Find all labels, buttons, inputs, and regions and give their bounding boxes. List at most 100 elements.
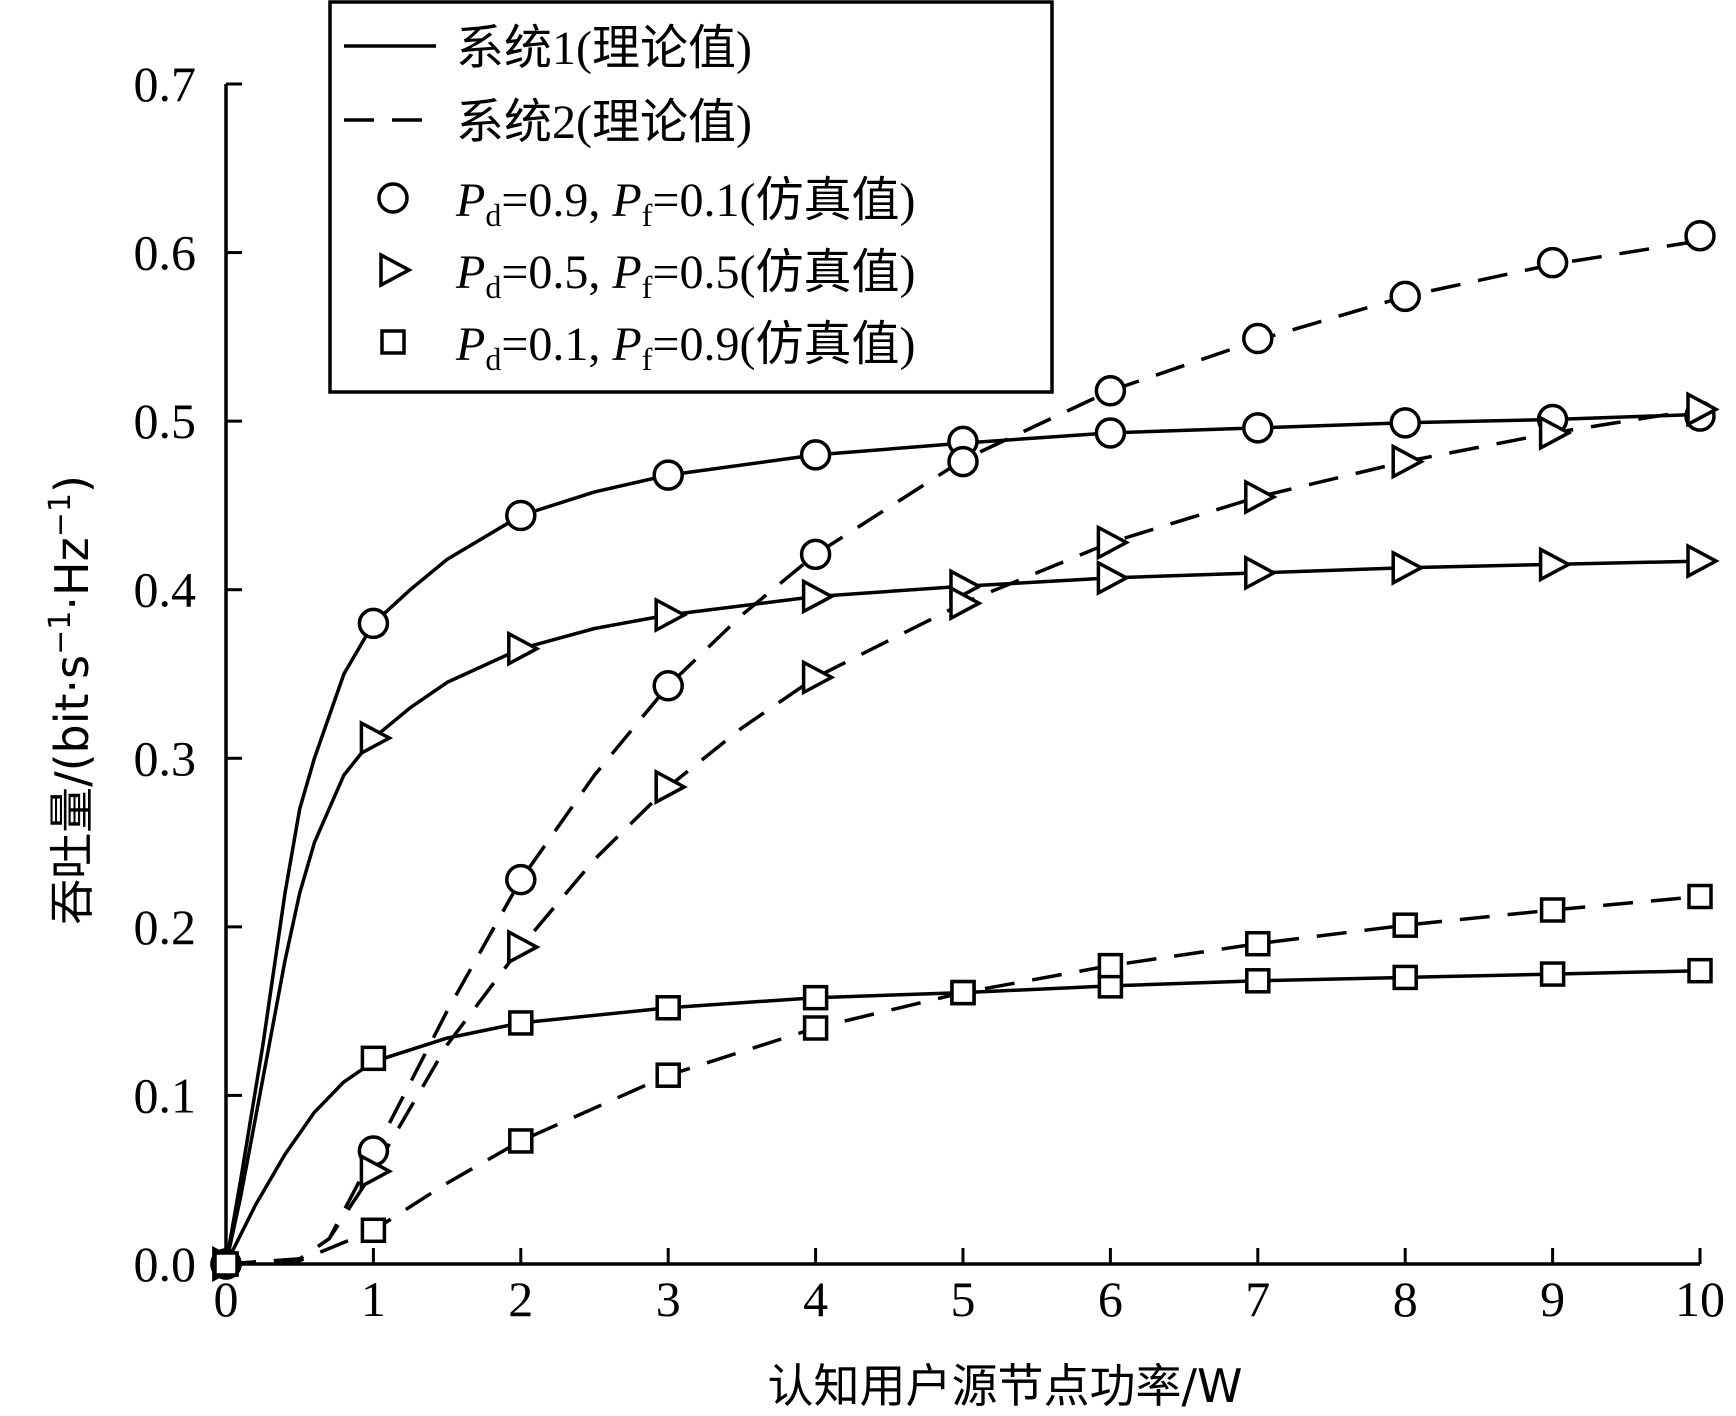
legend-pf-value: =0.5(仿真值) [652,246,915,299]
data-point-system1-square [1392,964,1418,991]
data-point-system2-triangle [1391,443,1425,480]
data-point-system2-triangle [1686,391,1720,428]
legend-pd-value: =0.5, [501,246,612,299]
y-axis-title-prefix: 吞吐量/(bit·s [45,655,99,925]
data-point-system1-square [802,984,829,1011]
series-line-system1-square [224,968,1701,1265]
y-axis-title-exp2: −1 [43,493,78,537]
series-line-system2-square [225,894,1701,1266]
data-point-system1-circle [1389,407,1421,439]
legend-p-symbol: P [455,318,485,371]
x-tick-label: 1 [361,1271,386,1327]
x-tick-label: 10 [1675,1271,1725,1327]
data-point-system1-square [1687,957,1713,984]
y-tick-label: 0.5 [134,393,197,449]
data-point-system2-circle [1242,322,1274,355]
y-tick-label: 0.0 [134,1236,197,1292]
x-tick-label: 2 [508,1271,533,1327]
data-point-system2-square [655,1062,681,1088]
data-point-system1-circle [652,459,684,491]
data-point-system2-square [1687,883,1713,910]
data-point-system1-triangle [1244,554,1278,591]
y-axis-title-exp1: −1 [43,611,78,655]
data-point-system1-circle [1242,412,1274,444]
legend-marker-square [380,329,406,355]
legend-subscript-d: d [485,269,501,305]
legend-subscript-f: f [642,197,653,233]
data-point-system2-circle [799,538,832,571]
data-point-system2-triangle [801,659,836,696]
data-point-system2-triangle [654,769,688,805]
legend-box [328,0,1054,394]
data-point-system2-triangle [359,1153,394,1190]
series-markers [210,219,1720,1282]
axes: 0 1 2 3 4 5 6 7 8 9 10 0.0 0.1 0.2 0.3 0.4 0.5 0.6 0.7 [134,56,1726,1327]
data-point-system2-triangle [1538,415,1573,451]
legend-pd-value: =0.9, [501,174,612,227]
data-point-system2-triangle [1096,524,1131,561]
legend-label: Pd=0.1, Pf=0.9(仿真值) [455,318,915,377]
legend-label: 系统1(理论值) [456,22,752,75]
legend-pf-value: =0.1(仿真值) [652,174,915,227]
x-tick-label: 4 [803,1271,828,1327]
data-point-system2-square [360,1217,387,1244]
legend-p-symbol: P [611,174,641,227]
data-point-system2-square [1245,930,1271,957]
legend-subscript-d: d [485,341,501,377]
data-point-system2-triangle [949,585,983,622]
data-point-system1-circle [1094,417,1127,449]
data-point-system1-circle [357,607,390,640]
data-point-system1-circle [799,439,832,471]
data-point-system2-circle [947,445,979,478]
series-line-system2-triangle [225,407,1701,1266]
x-tick-label: 9 [1540,1271,1565,1327]
y-tick-label: 0.6 [134,225,197,281]
data-point-system2-triangle [1244,479,1278,515]
legend-p-symbol: P [455,246,485,299]
y-axis-title-mid: ·Hz [45,537,99,610]
data-point-system1-triangle [801,578,836,615]
data-point-system2-circle [1684,219,1716,252]
legend: 系统1(理论值)系统2(理论值)Pd=0.9, Pf=0.1(仿真值)Pd=0.… [328,0,1054,394]
data-point-system2-square [1539,897,1566,923]
data-point-system1-circle [505,499,537,532]
y-tick-label: 0.3 [134,730,197,786]
series-line-system2-circle [225,239,1701,1266]
legend-subscript-d: d [485,197,501,233]
y-axis-title: 吞吐量/(bit·s−1·Hz−1) [43,475,99,925]
legend-p-symbol: P [611,318,641,371]
data-point-system1-square [1245,968,1271,994]
data-point-system1-square [508,1010,534,1036]
data-point-system2-square [213,1251,239,1277]
x-tick-label: 6 [1098,1271,1123,1327]
data-point-system2-circle [1536,246,1569,279]
x-tick-label: 3 [656,1271,681,1327]
data-point-system2-square [508,1128,534,1154]
data-point-system2-circle [505,863,537,896]
legend-label: Pd=0.5, Pf=0.5(仿真值) [455,246,915,305]
data-point-system2-square [1097,952,1124,979]
data-point-system1-square [360,1045,387,1072]
data-point-system1-square [1539,961,1566,987]
legend-p-symbol: P [611,246,641,299]
series-lines [224,239,1701,1266]
y-tick-label: 0.1 [134,1067,197,1123]
legend-label: Pd=0.9, Pf=0.1(仿真值) [455,174,915,233]
legend-marker-triangle [379,252,413,288]
data-point-system2-circle [1389,280,1421,313]
x-tick-label: 8 [1393,1271,1418,1327]
data-point-system1-square [655,995,681,1021]
y-tick-label: 0.7 [134,56,197,112]
x-tick-label: 7 [1245,1271,1270,1327]
legend-p-symbol: P [455,174,485,227]
legend-pf-value: =0.9(仿真值) [652,318,915,371]
data-point-system1-triangle [507,630,541,667]
data-point-system1-triangle [654,597,688,633]
data-point-system2-triangle [507,929,541,966]
x-tick-label: 0 [214,1271,239,1327]
data-point-system2-square [950,979,976,1006]
data-point-system1-triangle [1391,549,1425,586]
legend-marker-circle [377,182,409,214]
data-point-system1-triangle [1538,546,1573,583]
